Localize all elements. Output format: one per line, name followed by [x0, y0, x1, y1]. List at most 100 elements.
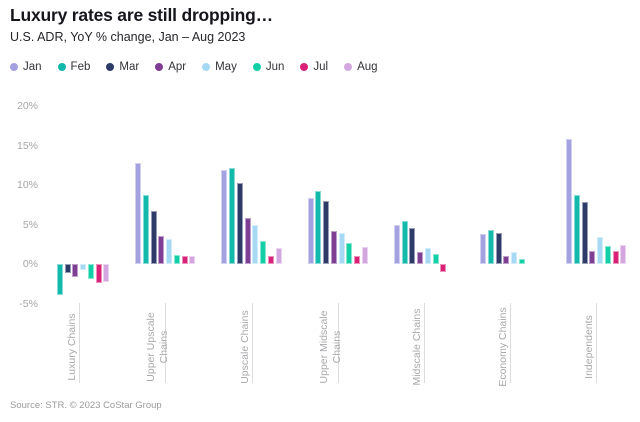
- bar-upper-midscale-chains-may[interactable]: [338, 233, 345, 264]
- legend-dot-apr: [155, 63, 164, 71]
- legend-item-mar[interactable]: Mar: [106, 61, 139, 73]
- bar-economy-chains-jan[interactable]: [480, 234, 486, 264]
- bar-upscale-chains-feb[interactable]: [229, 167, 236, 264]
- y-tick-0: 0%: [22, 258, 38, 270]
- legend-dot-mar: [106, 63, 115, 71]
- bar-independents-aug[interactable]: [620, 245, 627, 264]
- bar-independents-feb[interactable]: [573, 194, 580, 264]
- bar-independents-may[interactable]: [597, 237, 604, 264]
- y-tick-10: 10%: [16, 179, 38, 191]
- bar-economy-chains-jun[interactable]: [518, 258, 525, 264]
- bar-independents-mar[interactable]: [581, 201, 588, 264]
- bar-upper-upscale-chains-jul[interactable]: [181, 256, 188, 264]
- bar-upper-midscale-chains-jan[interactable]: [307, 198, 314, 264]
- legend: Jan Feb Mar Apr May Jun Jul Aug: [10, 61, 378, 73]
- legend-label: May: [215, 61, 237, 73]
- category-tick-independents: [596, 303, 598, 383]
- legend-dot-feb: [57, 63, 66, 71]
- legend-dot-jul: [300, 63, 309, 71]
- legend-item-feb[interactable]: Feb: [57, 61, 91, 73]
- bar-economy-chains-mar[interactable]: [495, 233, 502, 264]
- category-label-economy-chains: Economy Chains: [496, 307, 509, 387]
- y-tick-20: 20%: [16, 100, 38, 112]
- legend-item-apr[interactable]: Apr: [155, 61, 186, 73]
- legend-item-jun[interactable]: Jun: [252, 61, 285, 73]
- category-label-midscale-chains: Midscale Chains: [410, 308, 423, 386]
- category-tick-upper-midscale-chains: [337, 303, 339, 383]
- bar-upper-upscale-chains-jan[interactable]: [135, 162, 142, 264]
- bar-midscale-chains-may[interactable]: [424, 248, 431, 264]
- bar-midscale-chains-jun[interactable]: [432, 253, 439, 264]
- bar-upper-midscale-chains-jul[interactable]: [354, 256, 361, 264]
- chart-title: Luxury rates are still dropping…: [10, 5, 273, 25]
- bar-upscale-chains-jul[interactable]: [267, 256, 274, 264]
- y-tick--5: -5%: [19, 297, 38, 310]
- bar-upper-upscale-chains-aug[interactable]: [189, 256, 196, 264]
- y-tick-15: 15%: [16, 139, 38, 152]
- legend-item-jul[interactable]: Jul: [300, 61, 328, 73]
- bar-upscale-chains-may[interactable]: [252, 225, 259, 264]
- bar-upscale-chains-jan[interactable]: [221, 170, 228, 264]
- legend-label: Jan: [23, 61, 42, 73]
- bar-upper-midscale-chains-apr[interactable]: [330, 230, 337, 264]
- legend-item-may[interactable]: May: [202, 61, 237, 73]
- bar-luxury-chains-apr[interactable]: [72, 264, 79, 278]
- category-tick-upscale-chains: [251, 303, 253, 383]
- bar-luxury-chains-feb[interactable]: [56, 264, 63, 295]
- bar-upper-upscale-chains-may[interactable]: [166, 238, 173, 264]
- bar-independents-jul[interactable]: [612, 251, 619, 264]
- bar-midscale-chains-jul[interactable]: [440, 264, 447, 272]
- bar-upper-upscale-chains-mar[interactable]: [150, 211, 157, 264]
- bar-luxury-chains-may[interactable]: [80, 264, 86, 270]
- bar-upscale-chains-apr[interactable]: [244, 218, 251, 264]
- bar-economy-chains-apr[interactable]: [503, 256, 510, 264]
- bar-midscale-chains-mar[interactable]: [409, 227, 416, 264]
- legend-label: Jun: [265, 61, 285, 73]
- category-label-upper-midscale-chains: Upper Midscale Chains: [318, 310, 343, 384]
- bar-upper-midscale-chains-jun[interactable]: [346, 242, 353, 264]
- bar-upper-upscale-chains-apr[interactable]: [158, 236, 165, 264]
- legend-label: Aug: [357, 61, 378, 73]
- bar-upper-upscale-chains-feb[interactable]: [142, 195, 149, 264]
- bar-upper-midscale-chains-feb[interactable]: [315, 191, 322, 264]
- bar-luxury-chains-jun[interactable]: [87, 264, 94, 279]
- category-tick-midscale-chains: [423, 303, 425, 383]
- category-label-independents: Independents: [583, 315, 595, 379]
- legend-label: Feb: [70, 61, 91, 73]
- legend-label: Apr: [168, 61, 187, 73]
- bar-luxury-chains-aug[interactable]: [103, 264, 110, 283]
- category-tick-economy-chains: [510, 303, 512, 383]
- legend-label: Jul: [313, 61, 329, 73]
- bar-independents-apr[interactable]: [589, 250, 596, 264]
- legend-dot-aug: [344, 63, 353, 71]
- legend-label: Mar: [119, 61, 140, 73]
- bar-independents-jun[interactable]: [604, 245, 611, 264]
- legend-dot-jan: [10, 63, 18, 71]
- category-tick-luxury-chains: [79, 303, 81, 383]
- category-label-upscale-chains: Upscale Chains: [238, 310, 251, 384]
- bar-economy-chains-may[interactable]: [511, 252, 517, 265]
- category-label-upper-upscale-chains: Upper Upscale Chains: [145, 312, 171, 382]
- chart-subtitle: U.S. ADR, YoY % change, Jan – Aug 2023: [10, 30, 246, 44]
- category-label-luxury-chains: Luxury Chains: [65, 313, 78, 381]
- legend-item-aug[interactable]: Aug: [344, 61, 378, 73]
- bar-luxury-chains-mar[interactable]: [64, 264, 71, 273]
- legend-dot-may: [202, 63, 211, 71]
- bar-midscale-chains-apr[interactable]: [417, 252, 424, 265]
- legend-dot-jun: [252, 63, 261, 71]
- bar-upper-midscale-chains-aug[interactable]: [361, 247, 368, 264]
- bar-upscale-chains-jun[interactable]: [260, 241, 267, 264]
- bar-midscale-chains-jan[interactable]: [393, 225, 400, 264]
- bar-independents-jan[interactable]: [566, 139, 573, 264]
- category-tick-upper-upscale-chains: [165, 303, 167, 383]
- bar-upper-upscale-chains-jun[interactable]: [173, 254, 180, 264]
- bar-upper-midscale-chains-mar[interactable]: [323, 200, 330, 264]
- bar-economy-chains-feb[interactable]: [487, 230, 494, 264]
- bar-upscale-chains-mar[interactable]: [236, 183, 243, 264]
- bar-upscale-chains-aug[interactable]: [275, 248, 282, 264]
- bar-luxury-chains-jul[interactable]: [95, 264, 102, 283]
- legend-item-jan[interactable]: Jan: [10, 61, 42, 73]
- y-tick-5: 5%: [22, 218, 38, 231]
- bar-midscale-chains-feb[interactable]: [401, 220, 408, 265]
